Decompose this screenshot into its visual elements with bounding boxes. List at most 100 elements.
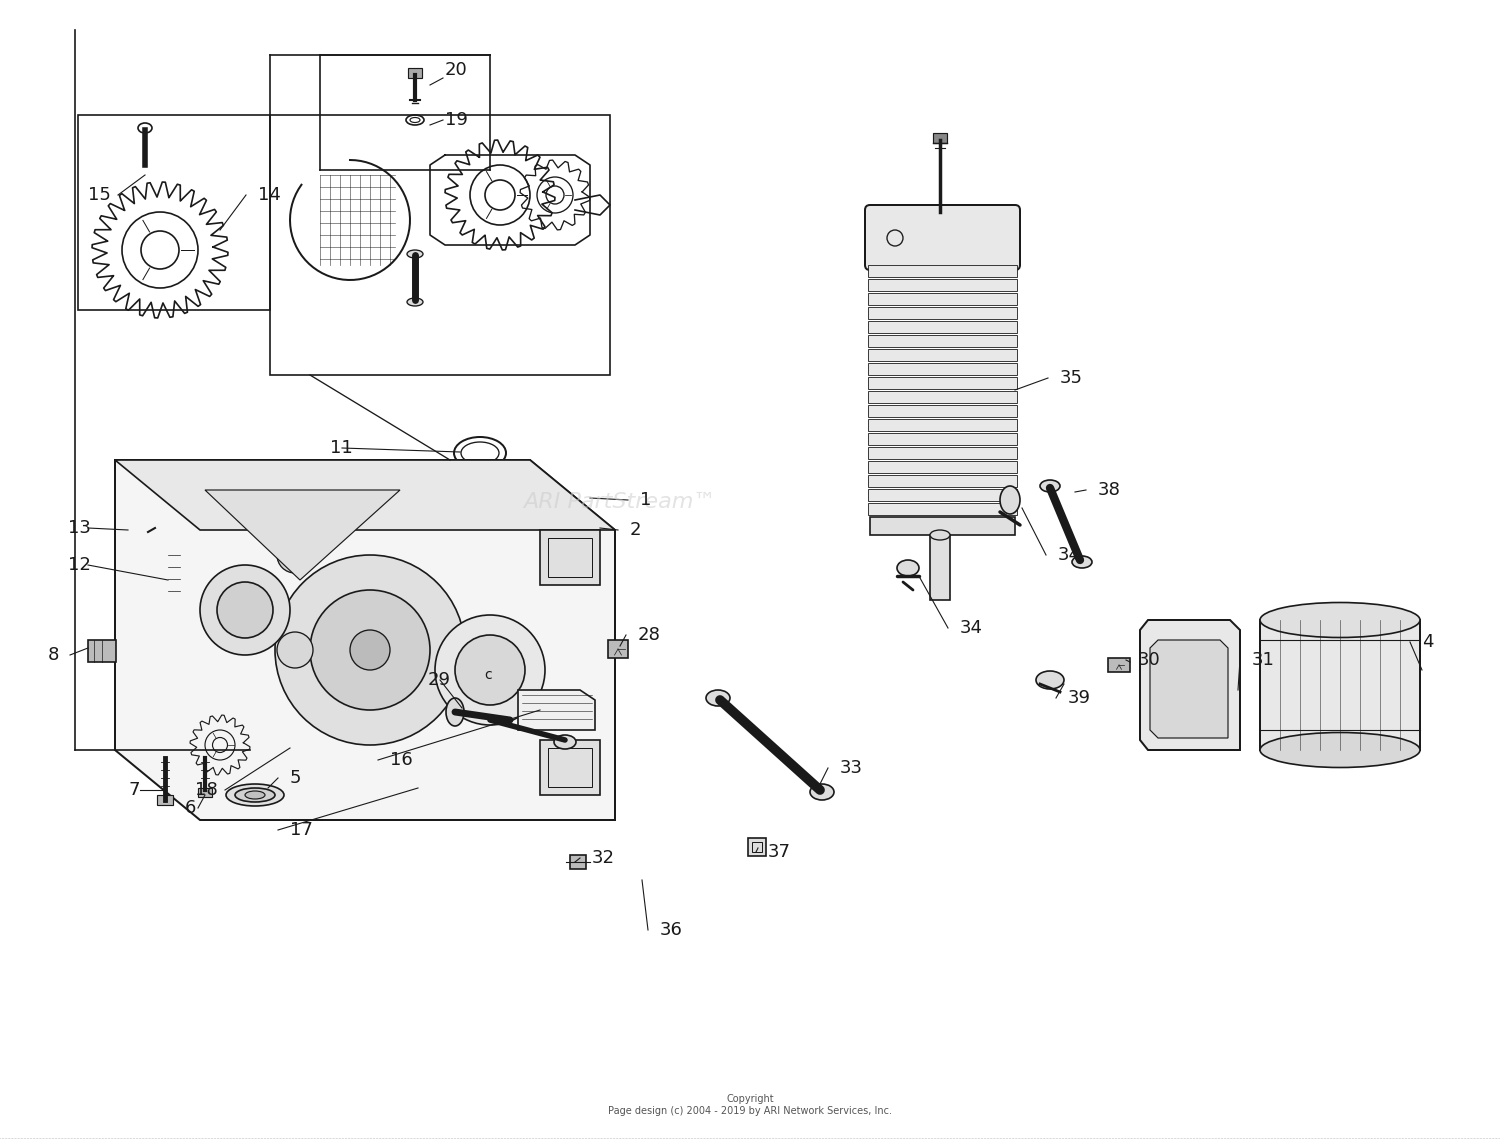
- Text: 11: 11: [330, 439, 352, 456]
- Text: 39: 39: [1068, 689, 1090, 707]
- Text: 36: 36: [660, 921, 682, 939]
- Polygon shape: [116, 460, 615, 820]
- Bar: [868, 503, 1017, 515]
- Bar: [868, 378, 1017, 389]
- Bar: [1108, 658, 1130, 672]
- Text: 2: 2: [630, 521, 642, 539]
- Bar: [868, 432, 1017, 445]
- Bar: [540, 530, 600, 585]
- Bar: [868, 475, 1017, 487]
- Text: 35: 35: [1060, 370, 1083, 387]
- Circle shape: [435, 615, 544, 725]
- Ellipse shape: [810, 784, 834, 800]
- Bar: [868, 307, 1017, 319]
- Ellipse shape: [554, 734, 576, 749]
- Circle shape: [310, 590, 430, 710]
- Bar: [933, 133, 946, 143]
- Text: 6: 6: [184, 799, 196, 817]
- Bar: [548, 538, 592, 577]
- Text: 28: 28: [638, 626, 662, 644]
- Text: 1: 1: [640, 491, 651, 509]
- Text: 18: 18: [195, 781, 217, 799]
- Circle shape: [217, 582, 273, 638]
- Text: 31: 31: [1252, 651, 1275, 669]
- Text: 16: 16: [390, 750, 412, 769]
- Bar: [78, 116, 270, 310]
- Bar: [868, 265, 1017, 277]
- Text: 20: 20: [446, 61, 468, 79]
- Text: 7: 7: [128, 781, 140, 799]
- Text: Copyright
Page design (c) 2004 - 2019 by ARI Network Services, Inc.: Copyright Page design (c) 2004 - 2019 by…: [608, 1094, 892, 1115]
- Bar: [158, 795, 172, 805]
- Bar: [870, 517, 1016, 535]
- Bar: [540, 740, 600, 795]
- Text: c: c: [484, 668, 492, 682]
- Text: 38: 38: [1098, 480, 1120, 499]
- Bar: [868, 321, 1017, 333]
- Circle shape: [454, 635, 525, 705]
- Ellipse shape: [1072, 556, 1092, 569]
- Text: ARI PartStream™: ARI PartStream™: [524, 492, 717, 513]
- Circle shape: [274, 555, 465, 745]
- Text: 29: 29: [427, 672, 451, 689]
- Text: 34: 34: [1058, 546, 1082, 564]
- Bar: [868, 488, 1017, 501]
- Polygon shape: [1150, 639, 1228, 738]
- Ellipse shape: [1260, 732, 1420, 768]
- Bar: [868, 447, 1017, 459]
- Text: 37: 37: [768, 843, 790, 861]
- Text: 5: 5: [290, 769, 302, 787]
- Ellipse shape: [446, 698, 464, 726]
- Ellipse shape: [168, 545, 180, 551]
- Polygon shape: [1140, 620, 1240, 750]
- Circle shape: [278, 631, 314, 668]
- Bar: [608, 639, 628, 658]
- Ellipse shape: [1040, 480, 1060, 492]
- Bar: [868, 293, 1017, 305]
- Ellipse shape: [1260, 603, 1420, 637]
- Bar: [868, 461, 1017, 472]
- Polygon shape: [518, 690, 596, 730]
- Text: 13: 13: [68, 519, 92, 537]
- Bar: [868, 335, 1017, 347]
- Bar: [168, 548, 180, 618]
- Text: 30: 30: [1138, 651, 1161, 669]
- Text: 19: 19: [446, 111, 468, 129]
- Ellipse shape: [706, 690, 730, 706]
- Text: 34: 34: [960, 619, 982, 637]
- Circle shape: [200, 565, 290, 656]
- Text: 8: 8: [48, 646, 60, 664]
- Ellipse shape: [236, 788, 274, 802]
- Text: 17: 17: [290, 821, 314, 839]
- Polygon shape: [116, 460, 615, 530]
- Polygon shape: [206, 490, 400, 580]
- Ellipse shape: [138, 124, 152, 133]
- Bar: [1260, 620, 1420, 750]
- Ellipse shape: [1000, 486, 1020, 514]
- Bar: [570, 855, 586, 869]
- Text: 33: 33: [840, 758, 862, 777]
- Bar: [748, 839, 766, 856]
- Text: 12: 12: [68, 556, 92, 574]
- Text: 32: 32: [592, 849, 615, 867]
- Circle shape: [350, 630, 390, 670]
- Bar: [868, 279, 1017, 291]
- Bar: [408, 67, 422, 78]
- Text: 14: 14: [258, 186, 280, 204]
- Bar: [88, 639, 116, 662]
- Bar: [868, 405, 1017, 418]
- Bar: [930, 535, 950, 599]
- Text: 15: 15: [88, 186, 111, 204]
- Bar: [868, 363, 1017, 375]
- Bar: [752, 842, 762, 852]
- Bar: [198, 788, 211, 797]
- Ellipse shape: [930, 530, 950, 540]
- Bar: [868, 391, 1017, 403]
- FancyBboxPatch shape: [865, 205, 1020, 270]
- Ellipse shape: [406, 251, 423, 259]
- Ellipse shape: [406, 297, 423, 305]
- Ellipse shape: [897, 561, 920, 575]
- Ellipse shape: [1036, 672, 1064, 689]
- Circle shape: [278, 537, 314, 573]
- Text: 4: 4: [1422, 633, 1434, 651]
